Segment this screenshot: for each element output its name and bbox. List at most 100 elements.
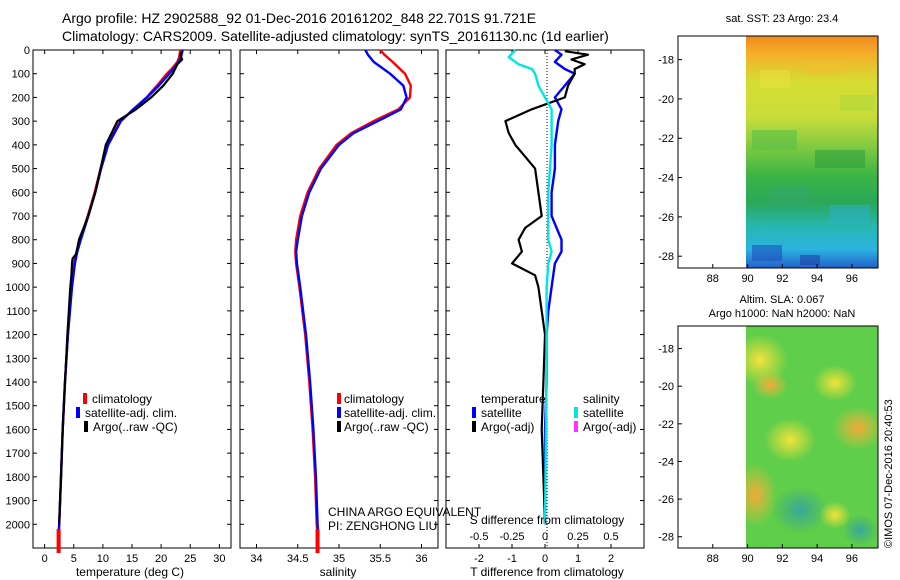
map-y-tick-label: -22 [658,419,674,431]
legend-label: Argo(-adj) [481,420,534,434]
legend-swatch-climatology [337,393,341,404]
legend-label: climatology [92,392,152,406]
salinity-x-axis: 34 34.5 35 35.5 36 [250,50,428,565]
map-y-tick-label: -18 [658,344,674,356]
x-tick-label: 34.5 [287,553,308,565]
series-line [504,50,590,525]
sla-map-land-blank [678,326,746,548]
sla-blob [752,371,788,399]
sla-map-axes: 88 90 92 94 96 -18 -20 -22 -24 -26 -28 [658,344,858,565]
x-tick-label: 36 [415,553,427,565]
map-y-tick-label: -26 [658,494,674,506]
bottom-marker [56,529,61,554]
y-tick-label: 900 [12,258,30,270]
series-line [294,49,408,537]
sla-map-title-2: Argo h1000: NaN h2000: NaN [709,308,856,320]
temperature-plot-frame [32,49,232,549]
legend-label: climatology [344,392,404,406]
salinity-series [294,49,412,554]
sla-blob [746,463,777,527]
difference-xlabel-top: S difference from climatology [470,513,625,527]
series-line [543,49,576,525]
y-tick-label: 1300 [6,353,30,365]
x-tick-label: 1 [575,553,581,565]
difference-x-axis: -2 -1 0 1 2 -0.5 -0.25 0 0.25 0.5 [470,50,619,565]
sla-map-frame [677,325,879,549]
temperature-series [56,49,184,554]
legend-title-temperature: temperature [481,392,546,406]
y-tick-label: 300 [12,116,30,128]
y-tick-label: 1600 [6,424,30,436]
legend-swatch-argo [84,421,88,432]
map-x-tick-label: 96 [846,553,858,565]
y-tick-label: 400 [12,140,30,152]
map-y-tick-label: -24 [658,173,674,185]
x-top-tick-label: 0.25 [567,531,588,543]
y-tick-label: 1500 [6,401,30,413]
sst-map-frame [677,35,879,269]
map-y-tick-label: -20 [658,94,674,106]
sla-blob [813,365,857,401]
legend-label: Argo(..raw -QC) [344,420,429,434]
x-top-tick-label: 0.5 [603,531,618,543]
y-tick-label: 800 [12,235,30,247]
equivalent-label: CHINA ARGO EQUIVALENT [328,505,482,519]
series-line [58,50,184,525]
x-tick-label: 5 [71,553,77,565]
x-tick-label: 0 [42,553,48,565]
x-tick-label: 2 [608,553,614,565]
sla-blob [832,406,878,450]
temperature-xlabel: temperature (deg C) [76,565,184,579]
legend-swatch-t-satellite [472,407,476,418]
map-x-tick-label: 90 [741,273,753,285]
legend-label: satellite [481,406,522,420]
map-y-tick-label: -22 [658,133,674,145]
difference-series [504,49,590,525]
sst-map: sat. SST: 23 Argo: 23.4 88 90 92 94 96 -18 -20… [658,13,879,285]
sst-map-title: sat. SST: 23 Argo: 23.4 [726,13,839,25]
legend-swatch-s-satellite [574,407,578,418]
sst-map-texture [752,60,875,265]
x-tick-label: 30 [213,553,225,565]
difference-xlabel: T difference from climatology [470,565,624,579]
map-y-tick-label: -28 [658,251,674,263]
sst-map-axes: 88 90 92 94 96 -18 -20 -22 -24 -26 -28 [658,55,858,285]
series-line [294,49,412,537]
x-tick-label: -1 [507,553,517,565]
legend-label: satellite [583,406,624,420]
y-tick-label: 200 [12,92,30,104]
x-top-tick-label: 0 [542,531,548,543]
y-tick-label: 1200 [6,330,30,342]
x-tick-label: -2 [474,553,484,565]
map-y-tick-label: -20 [658,381,674,393]
sla-blob [772,486,828,534]
y-tick-label: 100 [12,69,30,81]
x-tick-label: 20 [155,553,167,565]
salinity-plot-frame [239,49,439,549]
map-x-tick-label: 88 [707,273,719,285]
y-tick-label: 500 [12,164,30,176]
x-top-tick-label: -0.5 [470,531,489,543]
y-tick-label: 1800 [6,472,30,484]
sla-blob [842,514,878,546]
map-x-tick-label: 88 [707,553,719,565]
temperature-x-axis: 0 5 10 15 20 25 30 [42,50,225,565]
x-tick-label: 0 [542,553,548,565]
legend-label: satellite-adj. clim. [344,406,436,420]
series-line [57,49,184,537]
legend-swatch-argo [337,421,341,432]
y-tick-label: 0 [24,45,30,57]
map-y-tick-label: -28 [658,532,674,544]
y-tick-label: 700 [12,211,30,223]
map-x-tick-label: 96 [846,273,858,285]
y-tick-label: 600 [12,187,30,199]
salinity-xlabel: salinity [320,565,357,579]
pi-label: PI: ZENGHONG LIU [328,519,437,533]
map-y-tick-label: -26 [658,212,674,224]
map-x-tick-label: 94 [811,553,823,565]
sla-blob [764,418,816,462]
map-x-tick-label: 90 [741,553,753,565]
legend-title-salinity: salinity [583,392,620,406]
x-top-tick-label: -0.25 [499,531,524,543]
legend-label: Argo(..raw -QC) [93,420,178,434]
